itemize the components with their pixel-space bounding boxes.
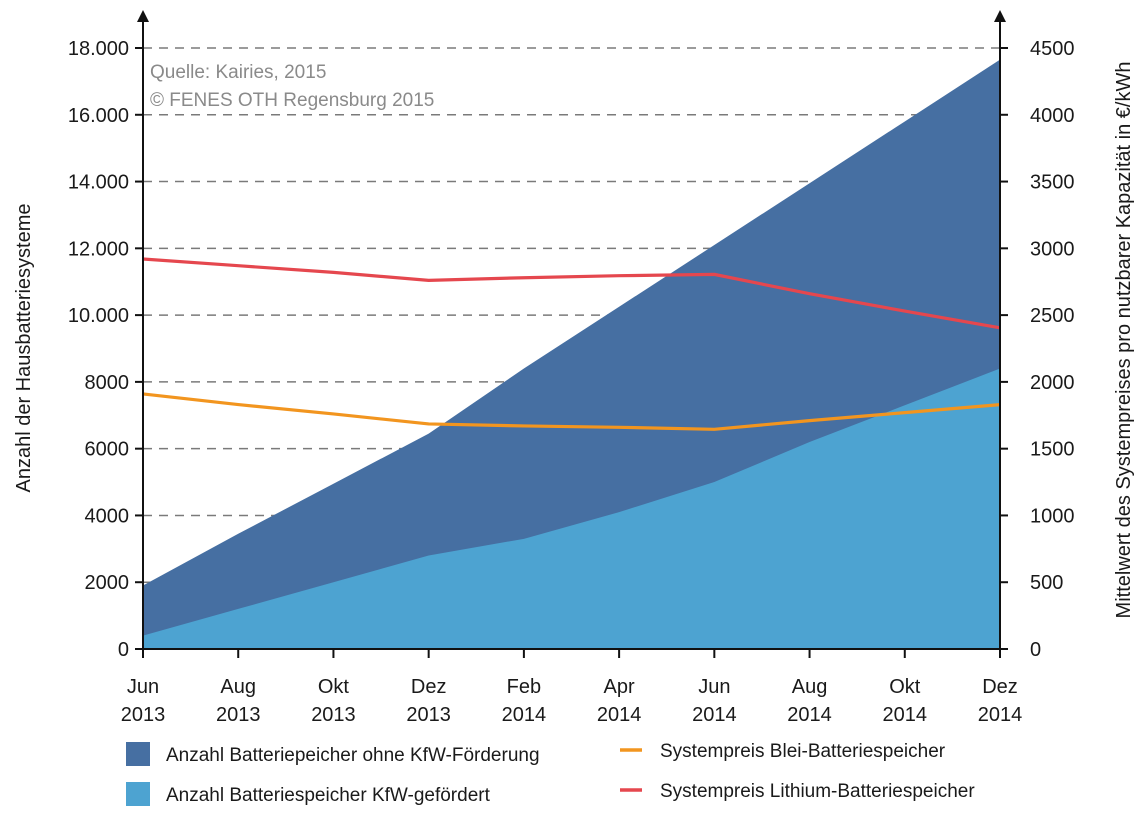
x-tick-label-month: Okt [889,676,921,698]
left-tick-label: 2000 [85,572,130,594]
left-tick-label: 0 [118,639,129,661]
left-tick-label: 10.000 [68,305,129,327]
legend-label: Anzahl Batteriepeicher ohne KfW-Förderun… [166,745,540,766]
legend-swatch [126,782,150,806]
left-axis-label: Anzahl der Hausbatteriesysteme [13,203,35,492]
right-tick-label: 2500 [1030,305,1075,327]
legend-label: Systempreis Lithium-Batteriespeicher [660,781,975,802]
left-tick-label: 6000 [85,439,130,461]
right-tick-label: 0 [1030,639,1041,661]
left-tick-label: 4000 [85,505,130,527]
right-tick-label: 3500 [1030,172,1075,194]
x-tick-label-year: 2013 [406,704,451,726]
x-tick-label-month: Dez [411,676,447,698]
x-tick-label-year: 2014 [692,704,737,726]
left-tick-label: 12.000 [68,238,129,260]
legend: Anzahl Batteriepeicher ohne KfW-Förderun… [126,741,975,806]
x-tick-label-month: Jun [127,676,159,698]
legend-swatch [126,742,150,766]
x-tick-label-year: 2013 [311,704,356,726]
copyright-annotation: © FENES OTH Regensburg 2015 [150,90,434,111]
x-tick-label-month: Okt [318,676,350,698]
right-axis-arrow [994,10,1006,22]
right-tick-label: 1500 [1030,439,1075,461]
x-tick-label-month: Aug [220,676,256,698]
left-tick-label: 8000 [85,372,130,394]
x-tick-label-month: Feb [507,676,541,698]
area-series-1 [143,368,1000,649]
x-tick-label-month: Aug [792,676,828,698]
right-tick-label: 4500 [1030,38,1075,60]
x-tick-label-year: 2014 [978,704,1023,726]
right-tick-label: 1000 [1030,505,1075,527]
source-annotation: Quelle: Kairies, 2015 [150,62,326,83]
x-tick-label-year: 2014 [883,704,928,726]
x-tick-label-month: Jun [698,676,730,698]
left-axis-arrow [137,10,149,22]
left-tick-label: 14.000 [68,172,129,194]
x-tick-label-month: Apr [604,676,635,698]
legend-label: Systempreis Blei-Batteriespeicher [660,741,946,762]
line-series-1 [142,257,1001,330]
line-series [142,257,1001,431]
right-tick-label: 2000 [1030,372,1075,394]
right-tick-label: 4000 [1030,105,1075,127]
x-tick-label-month: Dez [982,676,1018,698]
area-series [143,59,1000,650]
x-tick-label-year: 2013 [216,704,261,726]
right-tick-label: 500 [1030,572,1063,594]
x-tick-label-year: 2014 [597,704,642,726]
left-tick-label: 18.000 [68,38,129,60]
right-tick-label: 3000 [1030,238,1075,260]
left-tick-label: 16.000 [68,105,129,127]
axes: 0 2000 4000 6000 8000 10.000 12.000 14.000 16.00… [68,10,1075,726]
legend-label: Anzahl Batteriespeicher KfW-gefördert [166,785,491,806]
x-tick-label-year: 2014 [502,704,547,726]
right-axis-label: Mittelwert des Systempreises pro nutzbar… [1113,62,1135,619]
line-series-0 [142,392,1001,431]
x-tick-label-year: 2013 [121,704,166,726]
x-tick-label-year: 2014 [787,704,832,726]
